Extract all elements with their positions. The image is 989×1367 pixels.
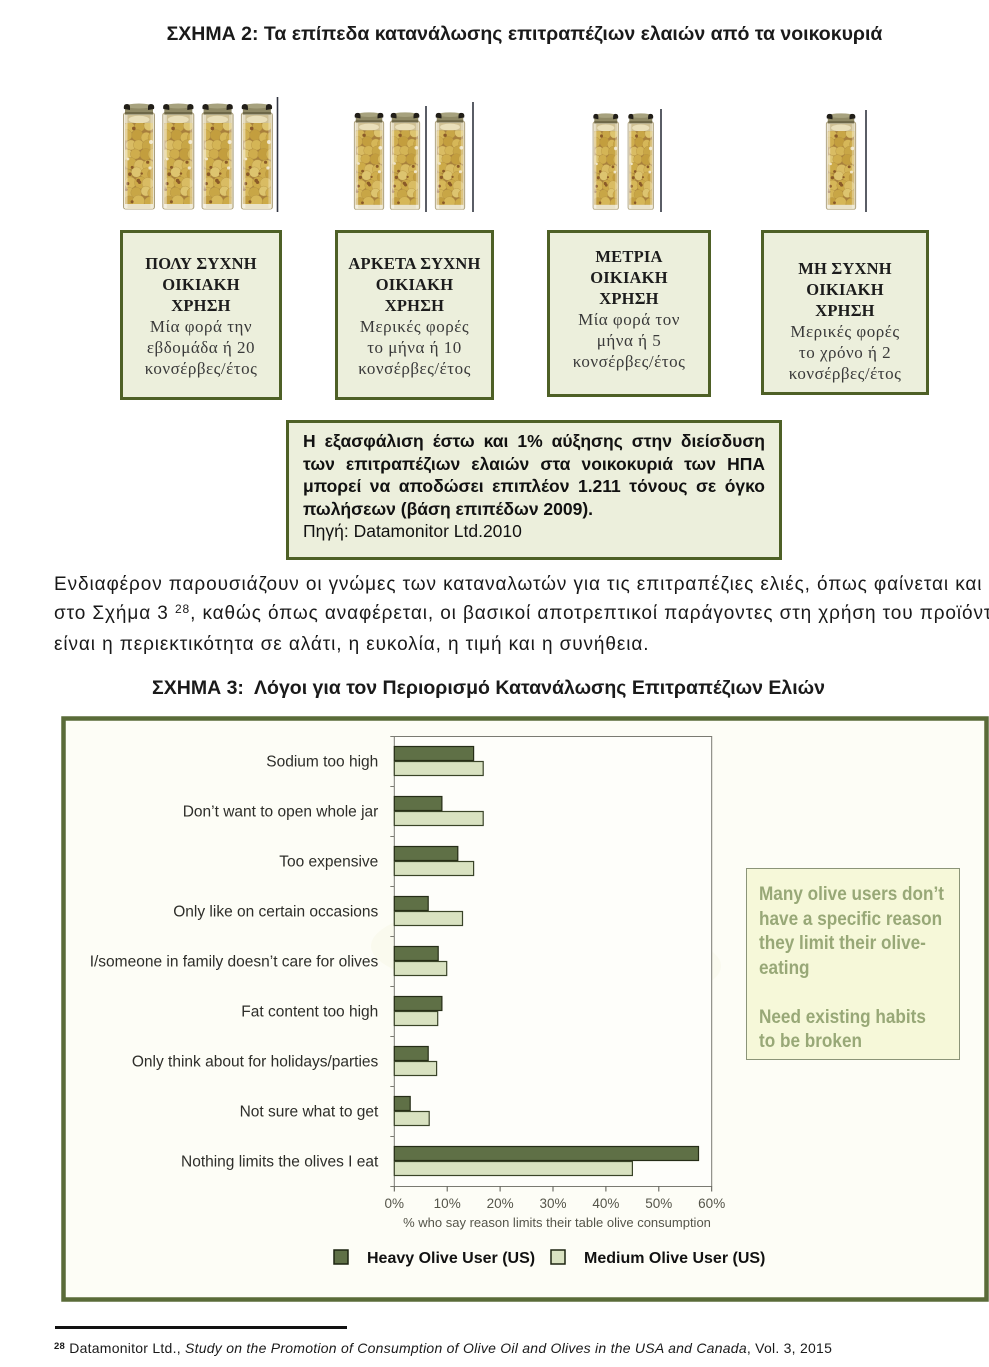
svg-text:20%: 20% [487,1196,514,1211]
svg-text:30%: 30% [539,1196,566,1211]
svg-text:60%: 60% [698,1196,725,1211]
svg-text:50%: 50% [645,1196,672,1211]
svg-text:Too expensive: Too expensive [279,854,378,871]
svg-text:Not sure what to get: Not sure what to get [240,1104,379,1121]
svg-text:Heavy Olive User (US): Heavy Olive User (US) [367,1250,535,1267]
svg-text:Medium Olive User (US): Medium Olive User (US) [584,1250,765,1267]
svg-text:Don’t want to open whole jar: Don’t want to open whole jar [183,804,379,821]
svg-text:40%: 40% [592,1196,619,1211]
svg-text:Only think about for holidays/: Only think about for holidays/parties [132,1054,379,1071]
svg-text:% who say reason limits their: % who say reason limits their table oliv… [403,1215,711,1230]
svg-text:Only like on certain occasions: Only like on certain occasions [173,904,378,921]
svg-text:0%: 0% [385,1196,405,1211]
svg-text:10%: 10% [434,1196,461,1211]
svg-text:I/someone in family doesn’t ca: I/someone in family doesn’t care for oli… [90,954,379,971]
svg-text:Nothing limits the olives I ea: Nothing limits the olives I eat [181,1154,379,1171]
svg-text:Sodium too high: Sodium too high [266,754,378,771]
svg-text:Fat content too high: Fat content too high [241,1004,378,1021]
